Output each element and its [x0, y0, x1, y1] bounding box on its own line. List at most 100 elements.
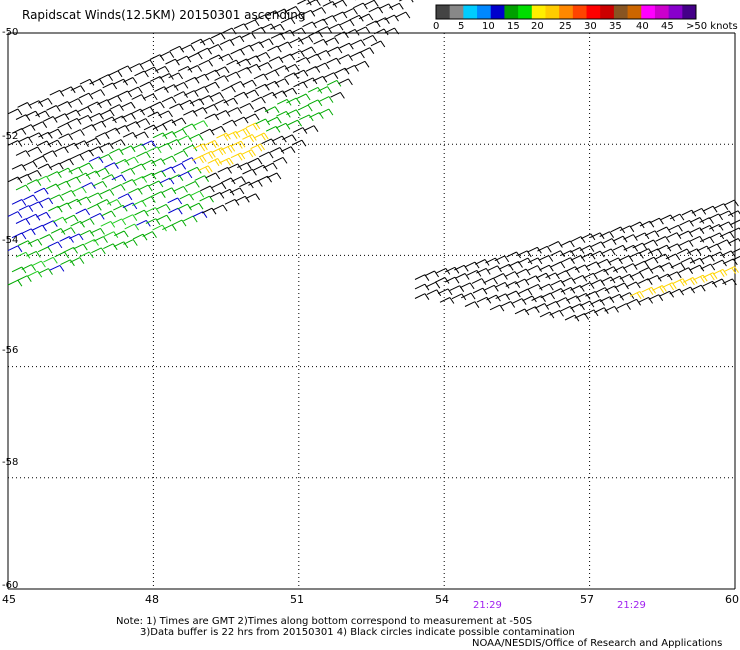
wind-barb — [614, 282, 629, 290]
wind-barb — [724, 266, 739, 275]
wind-barb — [610, 226, 626, 234]
wind-barb — [464, 261, 480, 269]
wind-barb — [353, 2, 368, 10]
wind-barb — [301, 46, 317, 54]
wind-barb — [655, 253, 670, 261]
wind-barb — [707, 243, 722, 251]
wind-barb — [689, 227, 705, 234]
wind-barb — [171, 162, 187, 170]
wind-barb — [58, 133, 74, 141]
wind-barb — [580, 233, 596, 241]
wind-barb — [56, 180, 71, 188]
wind-barb — [109, 104, 124, 111]
wind-barb — [572, 274, 588, 282]
wind-barb — [370, 40, 386, 48]
wind-barb — [66, 176, 82, 184]
wind-barb — [113, 78, 129, 86]
wind-barb — [258, 151, 274, 159]
wind-barb — [28, 201, 44, 209]
wind-barb — [718, 221, 734, 229]
wind-barb — [364, 0, 379, 7]
wind-barb — [212, 204, 228, 212]
wind-barb — [579, 282, 595, 289]
wind-barb — [265, 10, 280, 17]
wind-barb — [60, 259, 75, 267]
wind-barb — [682, 277, 698, 286]
wind-barb — [131, 163, 147, 171]
wind-barb — [583, 309, 599, 317]
wind-barb — [326, 57, 341, 65]
wind-barb — [43, 116, 58, 123]
wind-barb — [143, 93, 158, 101]
wind-barb — [223, 97, 239, 105]
wind-barb — [159, 51, 175, 58]
wind-barb — [70, 85, 86, 92]
wind-barb — [286, 109, 301, 117]
wind-barb — [79, 78, 95, 86]
wind-barb — [181, 157, 197, 164]
wind-barb — [317, 26, 332, 33]
wind-barb — [284, 63, 300, 71]
wind-barb — [69, 153, 85, 161]
wind-barb — [700, 263, 716, 271]
wind-barb — [389, 2, 404, 10]
wind-barb — [37, 163, 53, 171]
wind-barb — [623, 244, 639, 252]
legend-frame — [435, 4, 697, 20]
wind-barb — [124, 156, 139, 164]
wind-barb — [678, 230, 694, 238]
wind-barb — [449, 285, 465, 292]
y-tick-60: -60 — [2, 580, 19, 591]
wind-barb — [560, 305, 575, 313]
wind-barb — [122, 214, 138, 221]
wind-barb — [7, 279, 23, 287]
wind-barb — [136, 219, 151, 227]
legend-swatch — [436, 5, 451, 19]
wind-barb — [132, 200, 147, 207]
wind-barb — [425, 281, 441, 289]
wind-barb — [177, 203, 192, 211]
wind-barb — [148, 180, 164, 188]
wind-barb — [293, 81, 308, 89]
wind-barb — [435, 267, 451, 275]
wind-barb — [254, 106, 269, 114]
wind-barb — [161, 119, 177, 126]
wind-barb — [233, 23, 249, 31]
wind-barb — [47, 139, 63, 147]
wind-barb — [265, 69, 280, 77]
wind-barb — [229, 187, 245, 195]
legend-label-30: 30 — [584, 21, 597, 32]
wind-barb — [537, 245, 552, 253]
wind-barb — [171, 117, 187, 125]
wind-barb — [162, 155, 177, 163]
wind-barb — [262, 162, 278, 170]
wind-barb — [274, 8, 289, 16]
wind-barb — [257, 62, 273, 69]
wind-barb — [176, 55, 192, 63]
wind-barb — [696, 245, 712, 253]
wind-barb — [277, 41, 293, 49]
wind-barb — [63, 214, 79, 222]
wind-barb — [315, 62, 330, 70]
wind-barb — [384, 14, 399, 22]
wind-barb — [255, 51, 271, 59]
wind-barb — [241, 149, 256, 158]
wind-barb — [659, 290, 675, 298]
wind-barb — [205, 81, 220, 89]
wind-barb — [78, 162, 94, 170]
wind-barb — [139, 59, 155, 67]
wind-barb — [680, 257, 696, 264]
wind-barb — [318, 108, 334, 116]
wind-barb — [678, 240, 694, 247]
wind-barb — [48, 205, 63, 213]
wind-barb — [230, 48, 245, 56]
wind-barb — [669, 288, 685, 296]
wind-barb — [109, 148, 124, 156]
wind-barb — [188, 133, 204, 141]
wind-barb — [298, 35, 314, 43]
wind-barb — [11, 128, 27, 135]
legend-swatch — [600, 5, 615, 19]
wind-barb — [570, 255, 586, 262]
y-tick-58: -58 — [2, 457, 19, 468]
